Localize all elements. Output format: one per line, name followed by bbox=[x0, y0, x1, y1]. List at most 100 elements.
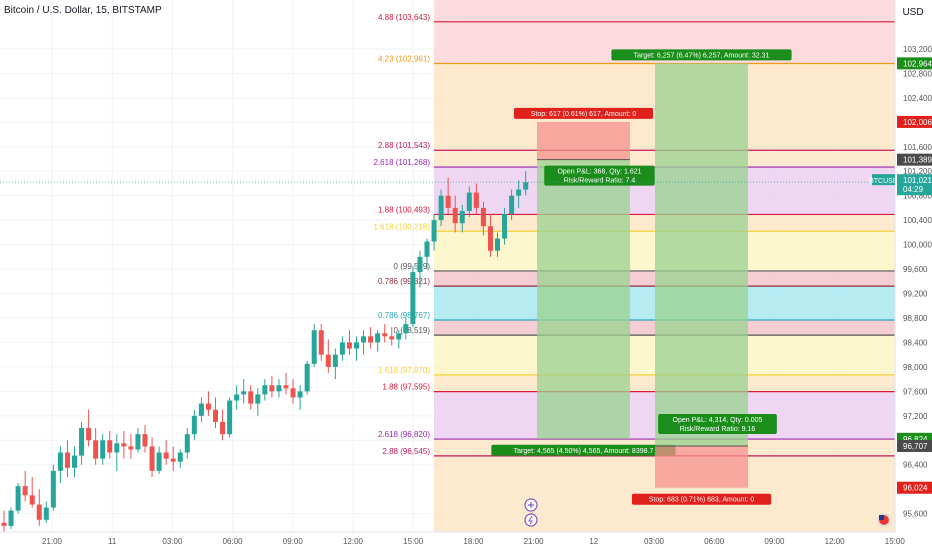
time-tick-label: 03:00 bbox=[162, 537, 183, 546]
currency-button-background bbox=[898, 3, 929, 19]
candle-body bbox=[142, 434, 148, 447]
stop-loss-zone[interactable] bbox=[537, 121, 630, 160]
price-label: 96,024 bbox=[903, 484, 928, 493]
price-label-background bbox=[897, 481, 932, 494]
fib-level-label: 2.618 (101,268) bbox=[374, 158, 431, 167]
candle-body bbox=[163, 452, 169, 459]
candle-body bbox=[170, 458, 176, 462]
target-label-background bbox=[491, 444, 676, 456]
candle-body bbox=[93, 440, 99, 459]
candle-body bbox=[459, 210, 465, 224]
candle-body bbox=[417, 256, 423, 273]
candle-body bbox=[368, 336, 374, 343]
lightning-event-icon[interactable] bbox=[524, 513, 538, 527]
candle-body bbox=[283, 385, 289, 389]
time-tick-label: 21:00 bbox=[42, 537, 63, 546]
price-tick-label: 97,200 bbox=[903, 412, 928, 421]
stop-label-background bbox=[513, 107, 654, 119]
candle-body bbox=[523, 182, 529, 190]
price-tick-label: 96,400 bbox=[903, 461, 928, 470]
candle-body bbox=[325, 354, 331, 367]
us-flag-canton-icon bbox=[879, 515, 884, 520]
price-tick-label: 100,400 bbox=[903, 216, 932, 225]
time-tick-label: 15:00 bbox=[885, 537, 906, 546]
candle-body bbox=[220, 421, 226, 435]
candle-body bbox=[311, 330, 317, 364]
time-tick-label: 06:00 bbox=[223, 537, 244, 546]
time-axis-background bbox=[0, 532, 932, 550]
price-tick-label: 99,600 bbox=[903, 265, 928, 274]
currency-button[interactable]: USD bbox=[898, 3, 929, 19]
candle-body bbox=[495, 238, 500, 251]
candle-body bbox=[509, 195, 515, 215]
price-tick-label: 102,400 bbox=[903, 94, 932, 103]
candle-body bbox=[79, 428, 85, 456]
candle-body bbox=[86, 428, 92, 441]
price-tick-label: 97,600 bbox=[903, 387, 928, 396]
price-axis-background bbox=[895, 0, 932, 550]
fib-level-label: 2.88 (101,543) bbox=[378, 141, 430, 150]
price-tick-label: 99,200 bbox=[903, 290, 928, 299]
fib-level-label: 1.618 (100,218) bbox=[374, 222, 431, 231]
open-pnl-label: Open P&L: 4,314, Qty: 0.005 bbox=[673, 417, 763, 424]
fib-zone-band bbox=[434, 0, 895, 22]
candle-body bbox=[72, 455, 77, 468]
candle-body bbox=[466, 192, 472, 211]
candle-body bbox=[297, 391, 303, 398]
candle-body bbox=[184, 434, 190, 453]
time-tick-label: 21:00 bbox=[524, 537, 545, 546]
price-tick-label: 95,600 bbox=[903, 510, 928, 519]
candle-body bbox=[64, 452, 70, 468]
stop-label: Stop: 683 (0.71%) 683, Amount: 0 bbox=[649, 497, 755, 504]
candle-body bbox=[438, 195, 444, 221]
candle-body bbox=[8, 510, 14, 526]
price-label-background bbox=[897, 153, 932, 166]
candle-body bbox=[205, 403, 211, 410]
price-tick-label: 102,800 bbox=[903, 69, 932, 78]
candle-body bbox=[403, 324, 409, 334]
time-tick-label: 18:00 bbox=[463, 537, 484, 546]
candle-body bbox=[269, 385, 275, 392]
price-label: 102,006 bbox=[903, 118, 932, 127]
stop-label-background bbox=[631, 493, 772, 505]
take-profit-zone[interactable] bbox=[655, 63, 748, 446]
candle-body bbox=[248, 391, 254, 404]
take-profit-zone[interactable] bbox=[537, 159, 630, 439]
position-tools[interactable]: Stop: 617 (0.61%) 617, Amount: 0 Target: … bbox=[491, 49, 792, 505]
chart-icons[interactable] bbox=[524, 498, 891, 527]
stop-loss-zone[interactable] bbox=[655, 445, 748, 488]
price-tick-label: 98,000 bbox=[903, 363, 928, 372]
candle-body bbox=[473, 192, 479, 208]
candle-body bbox=[452, 207, 458, 224]
price-label-background bbox=[897, 115, 932, 128]
risk-reward-label: Risk/Reward Ratio: 7.4 bbox=[564, 178, 636, 185]
candle-body bbox=[487, 226, 493, 251]
price-label: 96,824 bbox=[903, 435, 928, 444]
candle-body bbox=[424, 241, 430, 257]
time-tick-label: 09:00 bbox=[283, 537, 304, 546]
candle-body bbox=[339, 342, 345, 355]
price-axis[interactable]: 95,60096,40096,80097,20097,60098,00098,4… bbox=[869, 0, 932, 550]
candle-body bbox=[100, 440, 106, 459]
time-tick-label: 12 bbox=[589, 537, 598, 546]
time-tick-label: 15:00 bbox=[403, 537, 424, 546]
candle-body bbox=[516, 189, 522, 196]
candle-body bbox=[121, 443, 127, 447]
candle-body bbox=[255, 394, 261, 404]
candle-body bbox=[107, 440, 113, 453]
fib-level-label: 1.88 (100,493) bbox=[378, 205, 430, 214]
fib-level-label: 4.88 (103,643) bbox=[378, 13, 430, 22]
price-label-background bbox=[897, 174, 932, 196]
time-axis[interactable]: 21:00 11 03:00 06:00 09:00 12:00 15:00 18:00 21:… bbox=[0, 531, 932, 550]
candle-body bbox=[304, 363, 310, 392]
time-tick-label: 12:00 bbox=[825, 537, 846, 546]
price-label: 101,389 bbox=[903, 156, 932, 165]
open-pnl-label: Open P&L: 368, Qty: 1.621 bbox=[557, 169, 641, 176]
price-tick-label: 101,600 bbox=[903, 143, 932, 152]
candle-body bbox=[114, 443, 120, 453]
candle-body bbox=[191, 415, 197, 435]
candle-body bbox=[198, 403, 204, 416]
price-tick-label: 98,400 bbox=[903, 338, 928, 347]
candlesticks bbox=[0, 171, 895, 532]
